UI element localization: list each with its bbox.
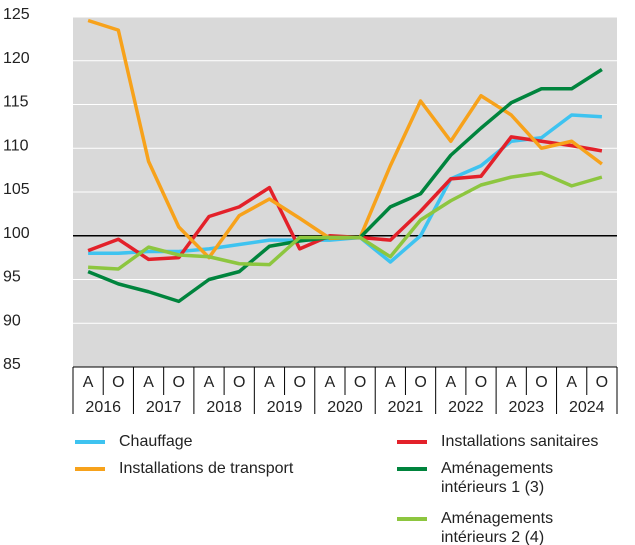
- legend-swatch: [75, 467, 105, 471]
- x-tick-label: A: [264, 374, 275, 391]
- x-tick-label: O: [596, 374, 608, 391]
- y-tick-label: 85: [3, 356, 21, 373]
- legend-swatch: [75, 440, 105, 444]
- legend-item: Aménagements intérieurs 1 (3): [397, 459, 601, 497]
- x-tick-label: A: [566, 374, 577, 391]
- x-tick-label: A: [506, 374, 517, 391]
- legend-swatch: [397, 440, 427, 444]
- y-tick-label: 100: [3, 225, 30, 242]
- x-group-label: 2016: [85, 399, 121, 416]
- y-tick-label: 125: [3, 6, 30, 23]
- x-group-label: 2022: [448, 399, 484, 416]
- legend-label: Aménagements intérieurs 2 (4): [441, 510, 554, 545]
- y-tick-label: 95: [3, 269, 21, 286]
- x-tick-label: A: [83, 374, 94, 391]
- x-tick-label: O: [233, 374, 245, 391]
- legend-swatch: [397, 517, 427, 521]
- x-tick-label: O: [475, 374, 487, 391]
- legend-label: Installations sanitaires: [441, 433, 599, 450]
- x-group-label: 2017: [146, 399, 182, 416]
- series-line: [88, 171, 603, 271]
- legend-label: Chauffage: [119, 433, 193, 450]
- x-tick-label: O: [173, 374, 185, 391]
- legend-item: Aménagements intérieurs 2 (4): [397, 509, 601, 545]
- y-tick-label: 105: [3, 181, 30, 198]
- legend-label: Installations de transport: [119, 460, 294, 477]
- x-group-label: 2020: [327, 399, 363, 416]
- x-tick-label: A: [385, 374, 396, 391]
- x-group-label: 2019: [267, 399, 303, 416]
- x-tick-label: A: [325, 374, 336, 391]
- x-tick-label: A: [204, 374, 215, 391]
- chart: 85 90 95 100 105 110 115 120 125 A O A O A O A O A O A O A O A O…: [3, 6, 618, 416]
- x-tick-label: A: [143, 374, 154, 391]
- legend-item: Installations sanitaires: [397, 432, 601, 451]
- x-tick-label: A: [445, 374, 456, 391]
- legend-label: Aménagements intérieurs 1 (3): [441, 460, 554, 496]
- x-group-label: 2021: [388, 399, 424, 416]
- y-tick-label: 110: [3, 137, 29, 154]
- x-tick-label: O: [535, 374, 547, 391]
- y-tick-label: 120: [3, 50, 30, 67]
- y-tick-label: 115: [3, 94, 29, 111]
- legend-item: Chauffage: [75, 432, 359, 451]
- x-group-label: 2018: [206, 399, 242, 416]
- x-group-label: 2024: [569, 399, 605, 416]
- x-group-label: 2023: [509, 399, 545, 416]
- x-tick-label: O: [354, 374, 366, 391]
- legend-swatch: [397, 467, 427, 471]
- x-tick-label: O: [112, 374, 124, 391]
- x-tick-label: O: [414, 374, 426, 391]
- x-tick-label: O: [293, 374, 305, 391]
- y-tick-label: 90: [3, 312, 21, 329]
- legend-item: Installations de transport: [75, 459, 359, 478]
